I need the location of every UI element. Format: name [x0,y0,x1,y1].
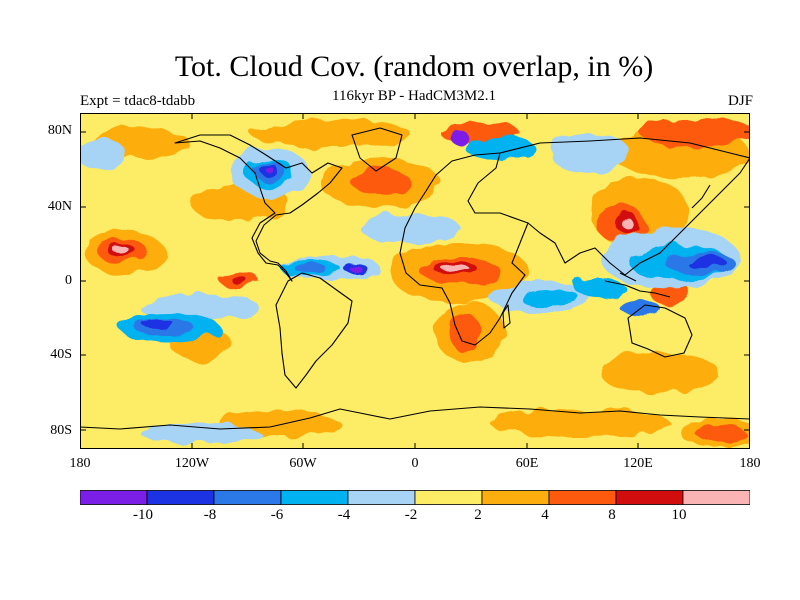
colorbar-label: 10 [671,507,687,523]
cloud-cover-map [80,113,750,449]
north-america-coast [174,134,343,282]
colorbar-label: 4 [541,507,549,523]
colorbar-label: -10 [133,507,153,523]
colorbar-label: 8 [608,507,616,523]
colorbar-swatch-4 [347,490,416,505]
colorbar-swatch-5 [414,490,483,505]
lon-tick-60w: 60W [289,456,317,471]
lon-tick-60e: 60E [515,456,539,471]
lon-tick-120e: 120E [623,456,653,471]
colorbar-swatch-8 [615,490,684,505]
australia-coast [627,304,693,358]
colorbar-swatch-7 [548,490,617,505]
lat-tick-equator: 0 [65,273,72,288]
colorbar-label: -4 [337,507,351,523]
anomaly-field [80,119,750,447]
lon-tick-180e: 180 [739,456,761,471]
colorbar-label: 2 [474,507,482,523]
map-frame [80,113,750,449]
lon-tick-120w: 120W [174,456,210,471]
lat-tick-40s: 40S [50,347,72,362]
colorbar-label: -8 [203,507,217,523]
lat-tick-80n: 80N [47,123,72,138]
lon-tick-0: 0 [411,456,419,471]
colorbar-swatch-9 [682,490,750,505]
colorbar-swatch-3 [280,490,349,505]
maritime-continent-coast [604,272,671,298]
colorbar [80,490,750,505]
colorbar-swatch-6 [481,490,550,505]
asia-coast [499,137,750,276]
coastlines [80,127,750,430]
south-america-coast [275,272,353,389]
colorbar-swatch-2 [213,490,282,505]
colorbar-swatch-1 [146,490,215,505]
colorbar-swatch-0 [80,490,148,505]
colorbar-label: -2 [404,507,418,523]
lon-tick-180w: 180 [69,456,91,471]
antarctica-coast [80,406,750,430]
season-label: DJF [727,93,753,109]
experiment-label: Expt = tdac8-tdabb [80,93,196,109]
map-subtitle: 116kyr BP - HadCM3M2.1 [332,88,496,104]
greenland-coast [351,127,403,172]
lat-tick-80s: 80S [50,423,72,438]
europe-africa-coast [399,152,529,346]
japan-coast [691,184,711,209]
lat-tick-40n: 40N [47,199,72,214]
colorbar-label: -6 [270,507,284,523]
madagascar-coast [502,304,511,329]
map-title: Tot. Cloud Cov. (random overlap, in %) [174,50,654,83]
